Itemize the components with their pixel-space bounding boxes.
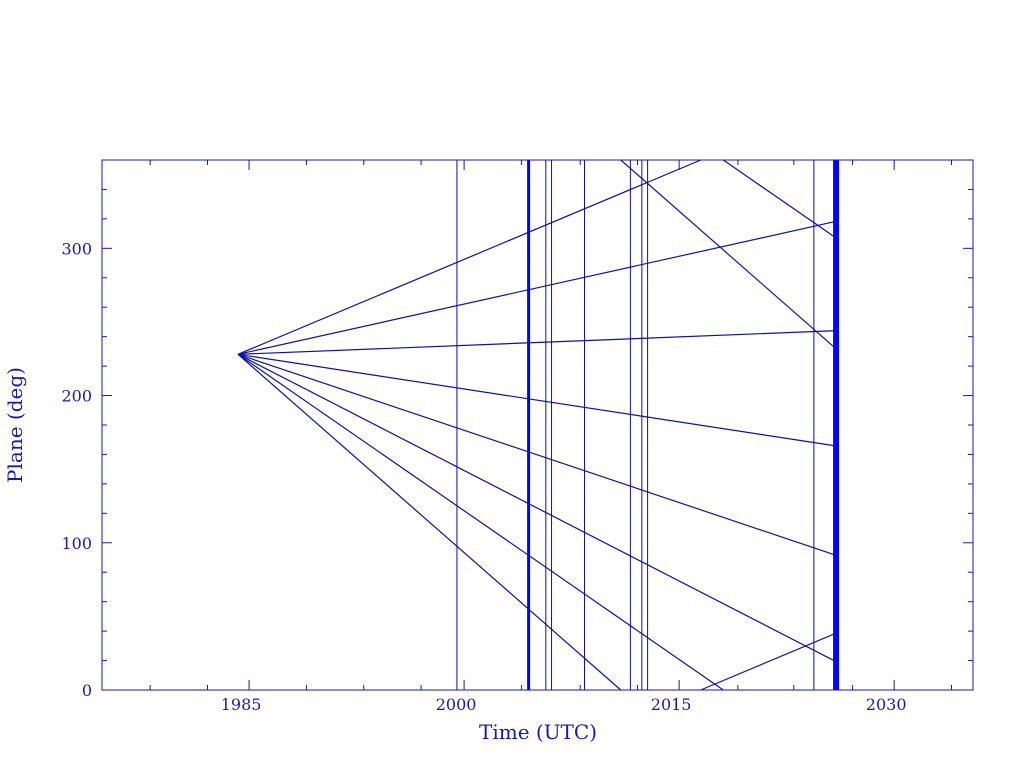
- x-tick-label: 2030: [866, 695, 907, 714]
- x-tick-label: 2015: [651, 695, 692, 714]
- y-tick-label: 200: [61, 387, 92, 406]
- series-5-segment-0: [237, 353, 835, 662]
- series-2-segment-0: [238, 330, 834, 355]
- series-7-segment-1: [237, 353, 622, 691]
- y-tick-label: 100: [61, 534, 92, 553]
- x-tick-label: 1985: [221, 695, 262, 714]
- series-0-segment-0: [237, 159, 701, 355]
- series-1-segment-0: [237, 221, 835, 355]
- axis-ticks: 1985 2000 2015 2030 0 100 200 300: [61, 159, 973, 714]
- y-axis-label: Plane (deg): [3, 367, 27, 483]
- series-6-segment-0: [722, 159, 835, 238]
- series-4-segment-0: [237, 353, 835, 556]
- series-0-segment-1: [700, 633, 835, 691]
- plot-frame: [101, 159, 974, 691]
- x-tick-label: 2000: [436, 695, 477, 714]
- x-axis-label: Time (UTC): [479, 720, 597, 744]
- series-6-segment-1: [237, 353, 724, 691]
- series-3-segment-0: [237, 353, 835, 447]
- y-tick-label: 0: [82, 681, 92, 700]
- y-tick-label: 300: [61, 239, 92, 258]
- plot-marks: [237, 159, 840, 691]
- series-7-segment-0: [620, 159, 835, 348]
